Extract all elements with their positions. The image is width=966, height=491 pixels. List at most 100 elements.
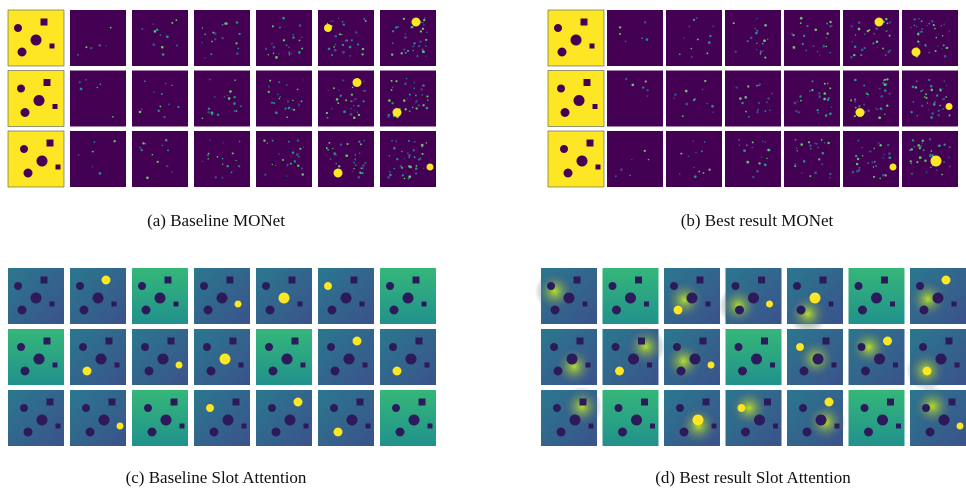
speckle [328, 142, 330, 144]
speckle [922, 90, 923, 91]
speckle [864, 33, 865, 34]
speckle [289, 54, 290, 55]
object [353, 78, 362, 87]
speckle [875, 165, 877, 167]
speckle [863, 85, 865, 87]
object [148, 428, 157, 437]
speckle [917, 33, 919, 35]
speckle [795, 139, 797, 141]
speckle [641, 37, 643, 39]
speckle [823, 98, 826, 101]
object [810, 293, 821, 304]
tile [548, 10, 604, 66]
speckle [272, 164, 273, 165]
speckle [214, 38, 216, 40]
tile-bg [784, 131, 840, 187]
tile [380, 268, 436, 324]
object [577, 338, 584, 345]
speckle [362, 100, 364, 102]
object [561, 108, 570, 117]
object [919, 343, 927, 351]
speckle [857, 158, 859, 160]
object [14, 282, 22, 290]
speckle [389, 174, 392, 177]
speckle [807, 25, 809, 27]
object [344, 354, 355, 365]
speckle [827, 142, 829, 144]
object [390, 306, 399, 315]
speckle [918, 18, 919, 19]
speckle [408, 157, 409, 158]
object [793, 282, 801, 290]
object [628, 354, 639, 365]
speckle [889, 35, 891, 37]
object [574, 95, 585, 106]
object [615, 404, 623, 412]
speckle [912, 139, 914, 141]
object [330, 404, 338, 412]
speckle [766, 158, 767, 159]
speckle [422, 153, 424, 155]
object [331, 367, 340, 376]
tile [194, 71, 250, 127]
speckle [279, 96, 280, 97]
speckle [645, 80, 647, 82]
speckle [873, 176, 875, 178]
speckle [756, 111, 758, 113]
object [31, 35, 42, 46]
speckle [882, 157, 883, 158]
speckle [388, 99, 391, 102]
tile [725, 10, 781, 66]
speckle [854, 46, 857, 49]
speckle [403, 99, 406, 102]
object [825, 398, 834, 407]
speckle [913, 101, 915, 103]
tile [607, 10, 663, 66]
tile-bg [607, 71, 663, 127]
speckle [867, 109, 870, 112]
tile-bg [318, 71, 374, 127]
speckle [232, 152, 234, 154]
speckle [756, 18, 757, 19]
speckle [292, 37, 293, 38]
speckle [100, 83, 102, 85]
speckle [927, 102, 928, 103]
object [590, 44, 595, 49]
object [574, 277, 581, 284]
speckle [921, 105, 923, 107]
object [357, 399, 364, 406]
speckle [393, 168, 395, 170]
object [916, 282, 924, 290]
object [936, 354, 947, 365]
object [419, 399, 426, 406]
tile-bg [318, 131, 374, 187]
speckle [359, 152, 360, 153]
tile [541, 387, 602, 446]
speckle [944, 55, 947, 58]
speckle [422, 104, 424, 106]
speckle [862, 155, 863, 156]
tile [910, 386, 966, 446]
object [24, 428, 33, 437]
object [294, 398, 303, 407]
speckle [880, 95, 883, 98]
speckle [854, 79, 857, 82]
speckle [391, 80, 393, 82]
speckle [412, 45, 414, 47]
speckle [744, 96, 747, 99]
tile [725, 131, 781, 187]
speckle [414, 141, 416, 143]
object [96, 354, 107, 365]
speckle [301, 173, 304, 176]
object [581, 19, 588, 26]
speckle [327, 117, 329, 119]
object [412, 18, 421, 27]
speckle [345, 154, 348, 157]
object [353, 337, 362, 346]
speckle [204, 57, 206, 59]
object [230, 338, 237, 345]
tile [666, 10, 722, 66]
speckle [766, 101, 768, 103]
speckle [758, 102, 760, 104]
speckle [326, 147, 328, 149]
